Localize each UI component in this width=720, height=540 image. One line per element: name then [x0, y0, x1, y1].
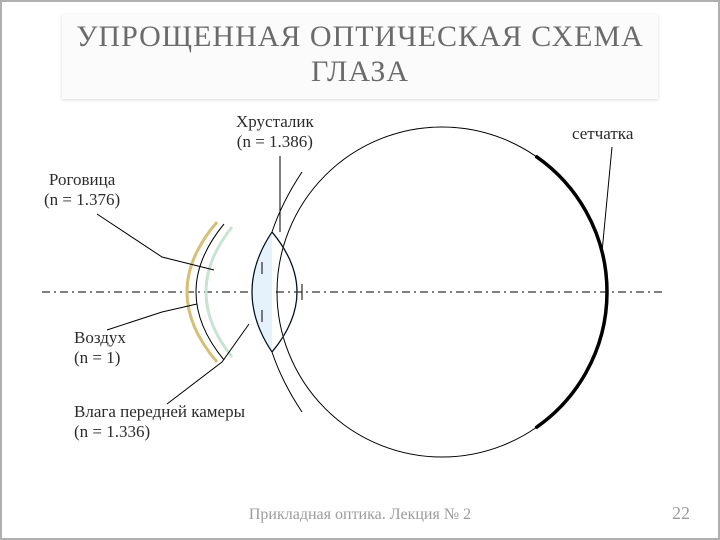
label-humor-l1: Влага передней камеры [74, 402, 245, 421]
label-cornea-l2: (n = 1.376) [44, 190, 120, 209]
label-cornea: Роговица (n = 1.376) [44, 170, 120, 209]
label-humor: Влага передней камеры (n = 1.336) [74, 402, 245, 441]
label-retina-l1: сетчатка [572, 124, 633, 143]
label-humor-l2: (n = 1.336) [74, 422, 150, 441]
label-air-l1: Воздух [74, 328, 126, 347]
eye-diagram: Хрусталик (n = 1.386) Роговица (n = 1.37… [2, 112, 720, 472]
label-retina: сетчатка [572, 124, 633, 144]
label-cornea-l1: Роговица [49, 170, 115, 189]
label-air: Воздух (n = 1) [74, 328, 126, 367]
slide-title: УПРОЩЕННАЯ ОПТИЧЕСКАЯ СХЕМА ГЛАЗА [66, 20, 654, 89]
slide: УПРОЩЕННАЯ ОПТИЧЕСКАЯ СХЕМА ГЛАЗА Хруста… [0, 0, 720, 540]
label-air-l2: (n = 1) [74, 348, 120, 367]
label-lens-l1: Хрусталик [236, 112, 314, 131]
page-number: 22 [672, 503, 690, 524]
label-lens-l2: (n = 1.386) [237, 132, 313, 151]
title-box: УПРОЩЕННАЯ ОПТИЧЕСКАЯ СХЕМА ГЛАЗА [62, 14, 658, 99]
footer-text: Прикладная оптика. Лекция № 2 [2, 506, 718, 524]
label-lens: Хрусталик (n = 1.386) [236, 112, 314, 151]
